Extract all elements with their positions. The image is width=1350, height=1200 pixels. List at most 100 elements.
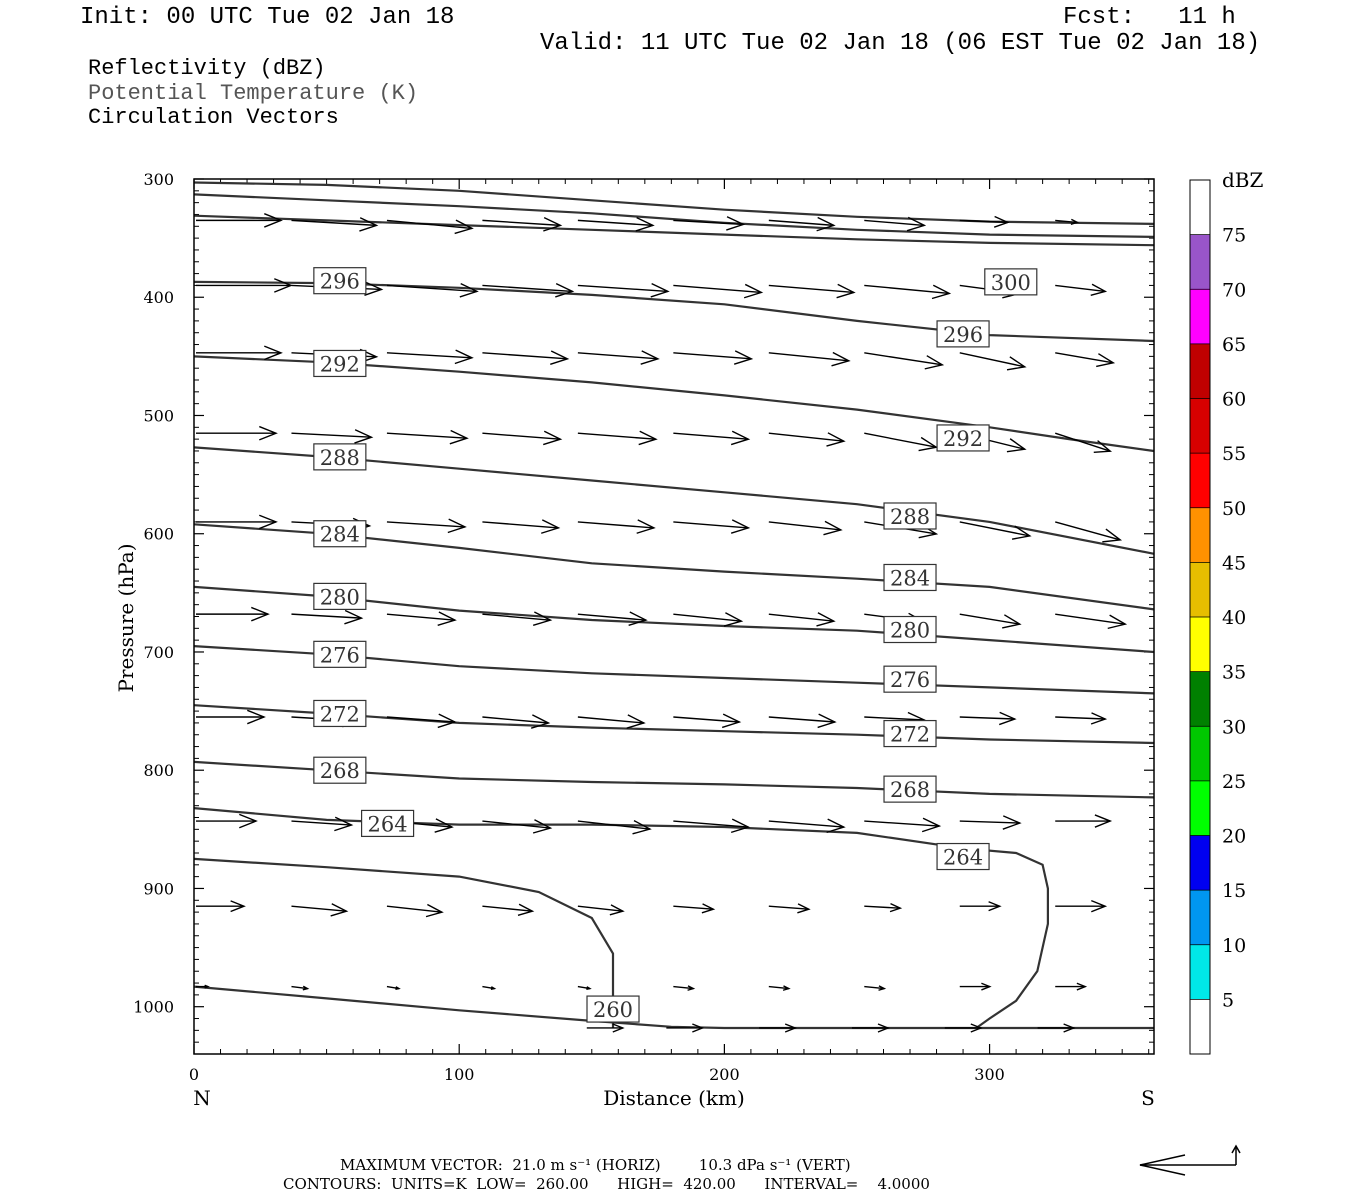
circulation-vector: [673, 613, 742, 622]
y-tick-label: 600: [143, 525, 174, 544]
legend-reflectivity: Reflectivity (dBZ): [88, 56, 326, 81]
contour-label: 292: [943, 427, 983, 451]
vector-arrowhead: [784, 1023, 798, 1033]
forecast-hour: Fcst: 11 h: [1063, 4, 1236, 31]
theta-contour-line: [193, 214, 1155, 247]
vector-arrowhead: [1011, 525, 1032, 540]
x-tick-label: 100: [444, 1065, 475, 1084]
footer-contour-info: CONTOURS: UNITS=K LOW= 260.00 HIGH= 420.…: [283, 1175, 930, 1193]
vector-arrowhead: [609, 904, 625, 916]
vector-arrowhead: [650, 283, 670, 298]
circulation-vector: [864, 985, 885, 990]
y-tick-label: 900: [143, 879, 174, 898]
circulation-vector: [577, 432, 656, 440]
vector-arrowhead: [797, 903, 811, 914]
contour-label-box: [313, 520, 367, 548]
vector-arrowhead: [981, 982, 992, 991]
circulation-vector: [768, 521, 841, 531]
circulation-vector: [864, 820, 940, 827]
theta-contour-line: [193, 985, 1154, 1030]
contour-label: 280: [890, 619, 930, 643]
reference-vector-arrow: [1139, 1144, 1241, 1176]
contour-label-box: [883, 775, 937, 803]
vector-arrowhead: [454, 349, 474, 365]
circulation-vector: [577, 905, 623, 912]
circulation-vector: [1055, 352, 1114, 364]
circulation-vector: [864, 716, 925, 721]
vector-arrowhead: [831, 351, 851, 367]
vector-arrowhead: [612, 1023, 625, 1033]
contour-label-box: [313, 582, 367, 610]
contour-label: 264: [368, 812, 408, 836]
vector-arrowhead: [924, 355, 945, 370]
circulation-vector: [482, 284, 573, 293]
circulation-vector: [482, 613, 551, 621]
circulation-vector: [864, 905, 901, 909]
circulation-vector: [386, 284, 477, 293]
vector-arrowhead: [730, 818, 751, 834]
vector-arrowhead: [447, 518, 467, 534]
vector-arrowhead: [1093, 440, 1113, 453]
circulation-vector: [577, 219, 653, 227]
circulation-vector: [577, 284, 668, 293]
vector-arrowhead: [541, 519, 561, 534]
vector-arrowhead: [817, 713, 837, 729]
vector-arrowhead: [723, 612, 744, 627]
circulation-vector: [1055, 219, 1078, 224]
x-left-end-label: N: [193, 1086, 211, 1110]
contour-label: 272: [320, 702, 360, 726]
circulation-vector: [673, 521, 749, 529]
circulation-vector: [577, 820, 650, 830]
valid-time: Valid: 11 UTC Tue 02 Jan 18 (06 EST Tue …: [540, 30, 1261, 57]
circulation-vector: [291, 432, 372, 438]
circulation-vector: [577, 352, 658, 360]
vector-arrowhead: [921, 817, 942, 833]
contour-label-box: [936, 424, 990, 452]
colorbar-tick-label: 60: [1222, 389, 1246, 411]
vector-arrowhead: [878, 985, 887, 991]
y-axis-label: Pressure (hPa): [114, 544, 138, 693]
circulation-vector: [1055, 613, 1126, 625]
colorbar-title: dBZ: [1222, 168, 1264, 192]
vector-arrowhead: [239, 813, 258, 829]
circulation-vector: [291, 219, 377, 227]
circulation-vector: [482, 352, 568, 360]
x-right-end-label: S: [1141, 1086, 1155, 1110]
vector-arrowhead: [364, 281, 384, 297]
colorbar-swatch: [1190, 726, 1210, 781]
contour-label: 284: [890, 566, 930, 590]
circulation-vector: [482, 985, 495, 990]
circulation-vector: [577, 985, 590, 990]
vector-arrowhead: [334, 816, 354, 832]
contour-label: 260: [593, 998, 633, 1022]
colorbar-tick-label: 20: [1222, 826, 1246, 848]
colorbar-swatch: [1190, 617, 1210, 672]
vector-arrowhead: [586, 986, 592, 991]
circulation-vector: [386, 613, 456, 621]
vector-arrowhead: [434, 818, 454, 833]
circulation-vector: [386, 521, 465, 528]
contour-label-box: [984, 268, 1038, 296]
colorbar-swatch: [1190, 999, 1210, 1054]
colorbar-swatch: [1190, 289, 1210, 344]
contour-label: 280: [320, 585, 360, 609]
contour-label: 276: [890, 668, 930, 692]
vector-arrowhead: [1002, 815, 1022, 830]
circulation-vector: [1055, 432, 1111, 452]
contour-label: 264: [943, 846, 983, 870]
contour-label-box: [313, 443, 367, 471]
contour-label: 272: [890, 723, 930, 747]
circulation-vector: [482, 521, 559, 529]
vector-arrowhead: [204, 984, 210, 989]
colorbar-tick-label: 65: [1222, 334, 1246, 356]
vector-arrowhead: [259, 425, 278, 441]
x-axis-label: Distance (km): [603, 1086, 745, 1110]
vector-arrowhead: [826, 432, 846, 447]
circulation-vector: [864, 284, 950, 295]
vector-arrowhead: [550, 350, 570, 365]
legend-circulation-vectors: Circulation Vectors: [88, 105, 339, 130]
vector-arrowhead: [743, 283, 764, 299]
circulation-vector: [864, 352, 943, 366]
vector-arrowhead: [993, 215, 1010, 228]
circulation-vector: [482, 716, 549, 724]
